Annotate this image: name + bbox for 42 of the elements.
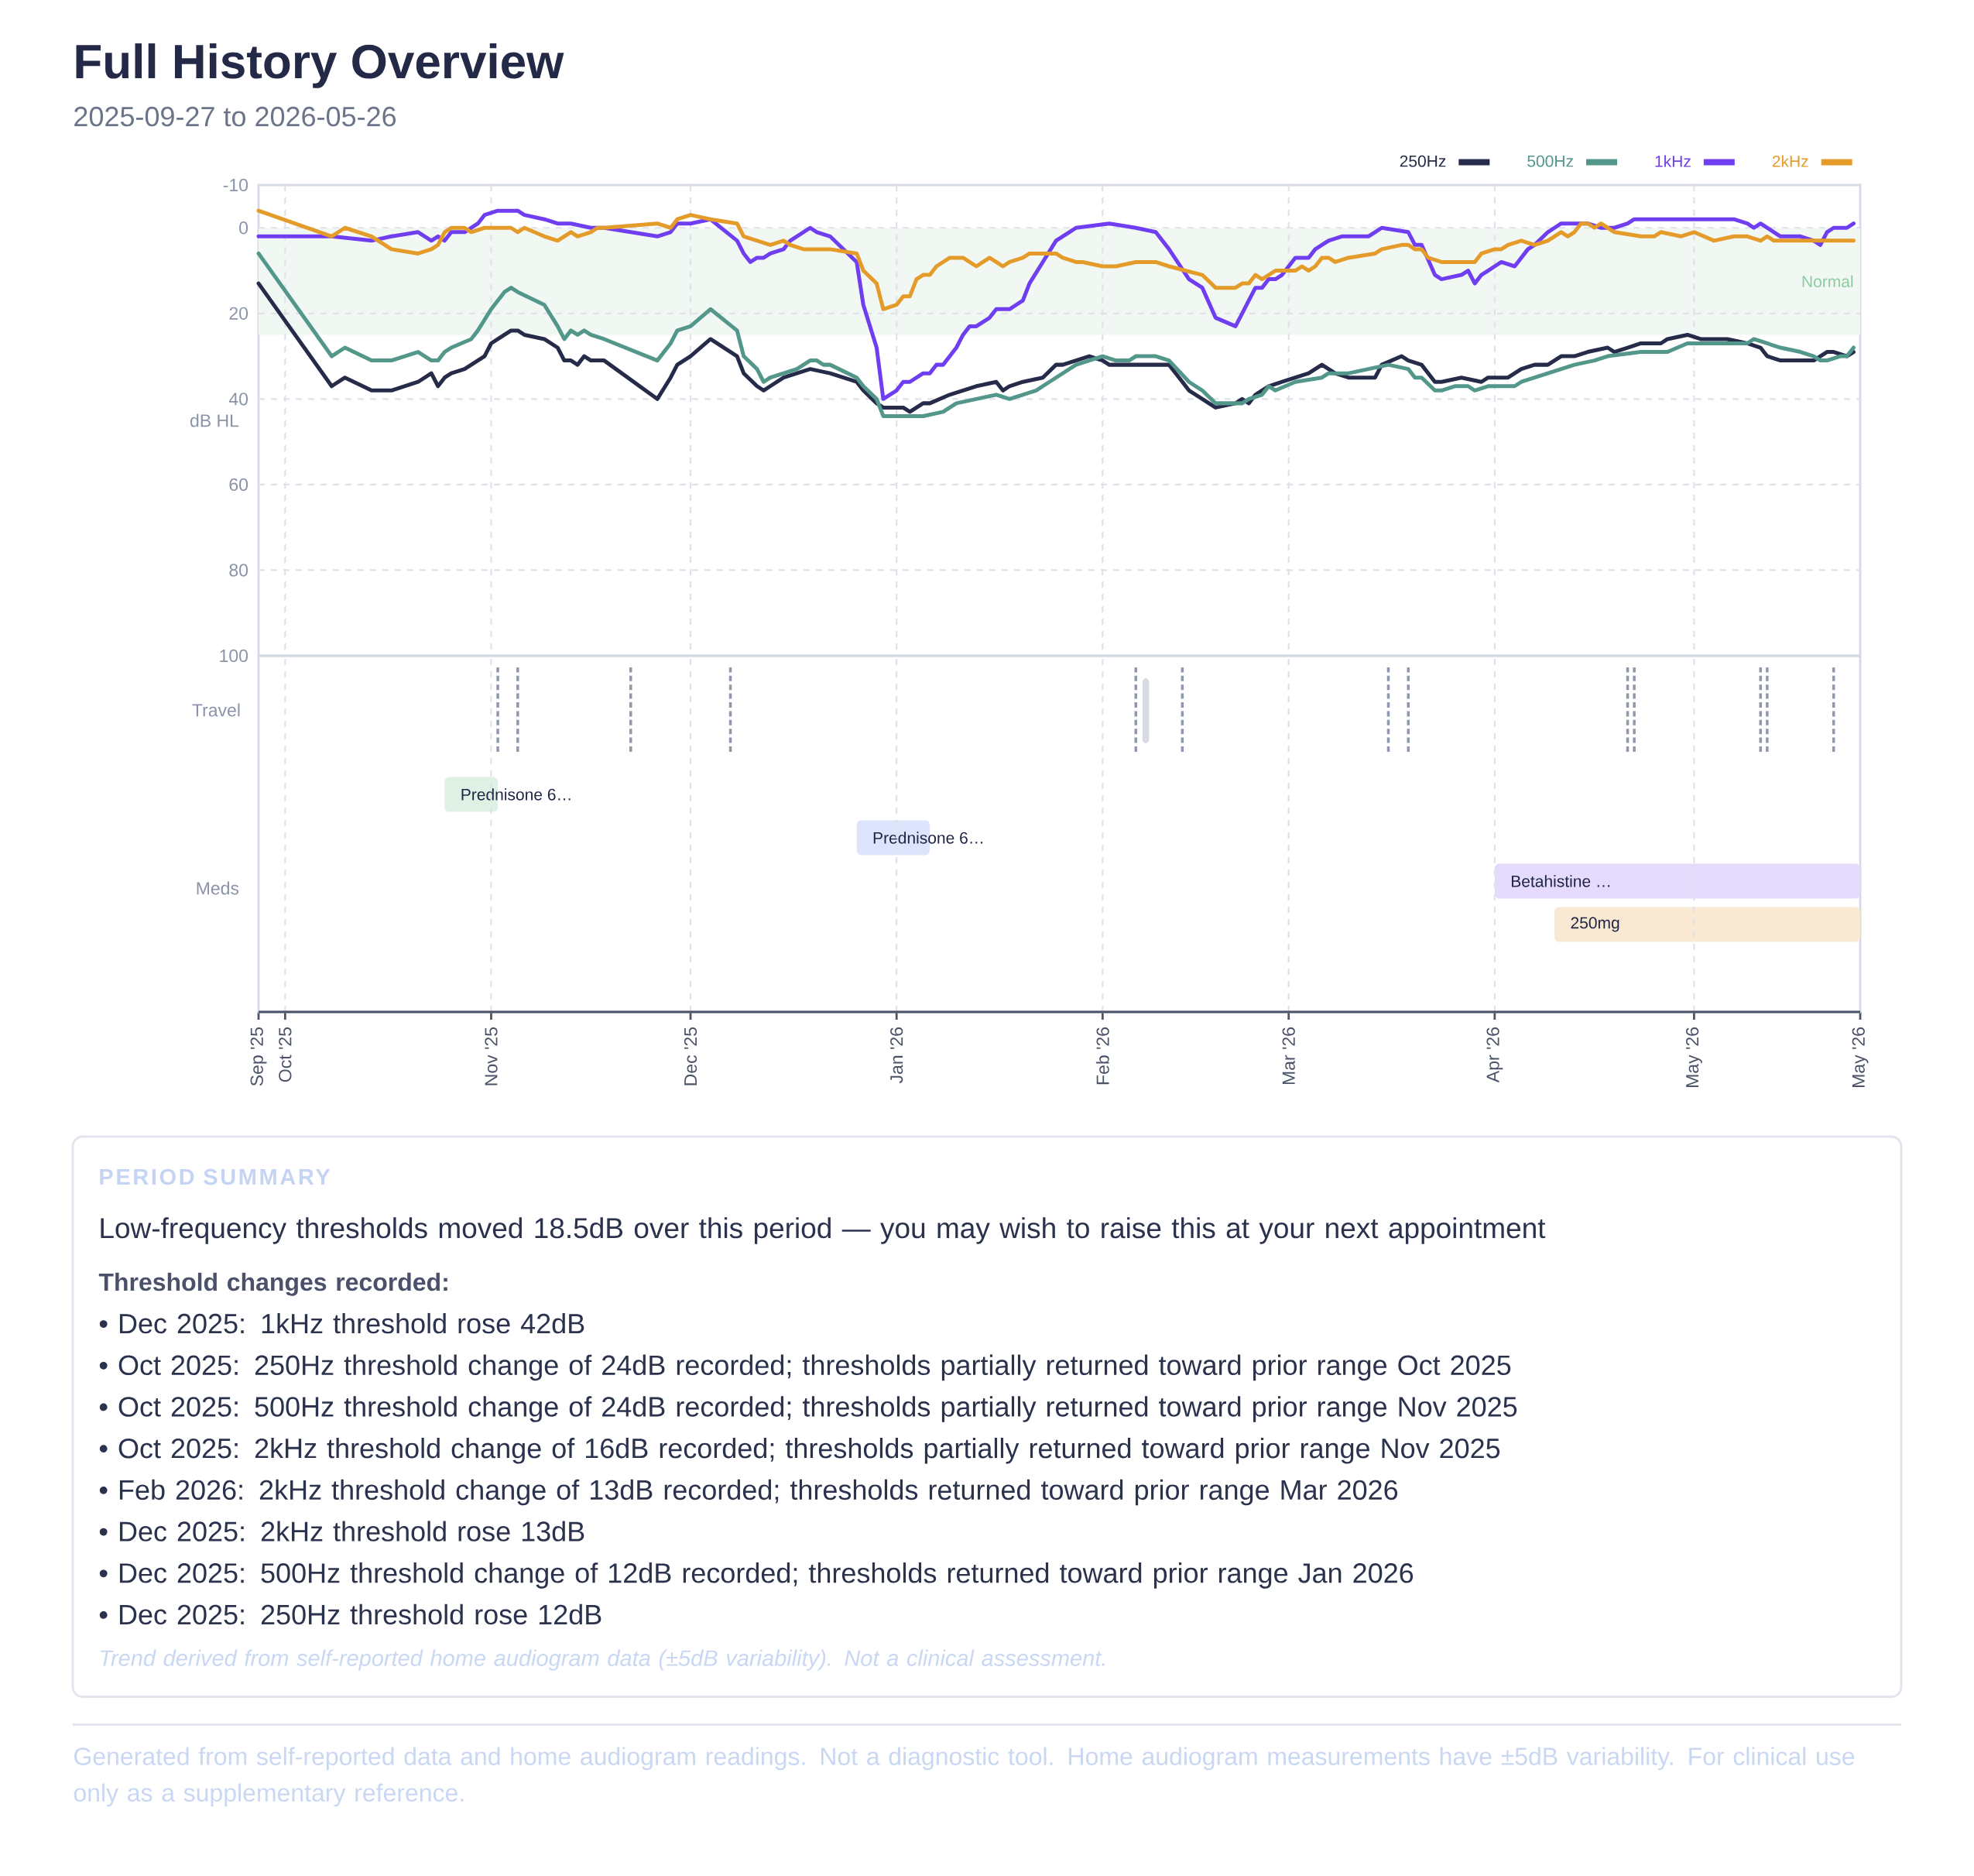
band-label: Prednisone 6…	[873, 832, 982, 844]
text: • Oct 2025: 500Hz threshold change of 24dB recorded; thresholds partially returned toward prior range Nov 2025	[99, 1396, 1517, 1422]
text: • Feb 2026: 2kHz threshold change of 13dB recorded; thresholds returned toward prior range Mar 2026	[99, 1479, 1398, 1506]
y-tick-label: Travel	[192, 703, 240, 717]
text: • Dec 2025: 250Hz threshold rose 12dB	[99, 1603, 601, 1625]
text: • Dec 2025: 500Hz threshold change of 12dB recorded; thresholds returned toward prior range Jan 2026	[99, 1562, 1414, 1589]
y-tick-label: 80	[229, 564, 248, 577]
text: • Oct 2025: 250Hz threshold change of 24dB recorded; thresholds partially returned toward prior range Oct 2025	[99, 1354, 1511, 1381]
y-tick-label: -10	[223, 178, 248, 192]
y-tick-label: 20	[229, 307, 248, 320]
x-tick-label: Nov '25	[485, 1027, 498, 1085]
text: • Oct 2025: 2kHz threshold change of 16dB recorded; thresholds partially returned toward prior range Nov 2025	[99, 1438, 1500, 1464]
y-tick-label: 60	[229, 478, 248, 492]
text: • Dec 2025: 1kHz threshold rose 42dB	[99, 1312, 584, 1334]
text: Threshold changes recorded:	[98, 1272, 447, 1296]
y-axis-title: dB HL	[190, 413, 239, 427]
band-label: Betahistine …	[1511, 875, 1610, 887]
text: Low-frequency thresholds moved 18.5dB over this period — you may wish to raise this at your next appointment	[101, 1217, 1546, 1244]
legend-label: 500Hz	[1527, 155, 1573, 167]
legend-label: 2kHz	[1772, 155, 1808, 167]
x-tick-label: Dec '25	[684, 1027, 697, 1085]
x-tick-label: Oct '25	[279, 1027, 292, 1082]
band-label: Normal	[1802, 275, 1853, 288]
band-label: Prednisone 6…	[461, 788, 571, 801]
x-tick-label: Jan '26	[890, 1027, 903, 1084]
y-tick-label: 0	[239, 221, 248, 235]
band-label: 250mg	[1571, 917, 1619, 932]
text: PERIOD SUMMARY	[100, 1168, 331, 1185]
text: • Dec 2025: 2kHz threshold rose 13dB	[99, 1521, 584, 1542]
y-tick-label: 100	[220, 649, 248, 663]
x-tick-label: Apr '26	[1486, 1027, 1503, 1083]
legend-label: 250Hz	[1400, 155, 1446, 167]
x-tick-label: Feb '26	[1095, 1027, 1109, 1085]
x-tick-label: Mar '26	[1282, 1027, 1295, 1085]
x-tick-label: May '26	[1852, 1027, 1869, 1087]
chart-title: Full History Overview	[76, 43, 564, 88]
x-tick-label: May '26	[1685, 1027, 1702, 1087]
chart-subtitle: 2025-09-27 to 2026-05-26	[74, 106, 396, 127]
y-axis-title: Meds	[197, 881, 239, 895]
y-tick-label: 40	[228, 393, 248, 406]
x-tick-label: Sep '25	[250, 1027, 267, 1086]
legend-label: 1kHz	[1655, 155, 1691, 167]
